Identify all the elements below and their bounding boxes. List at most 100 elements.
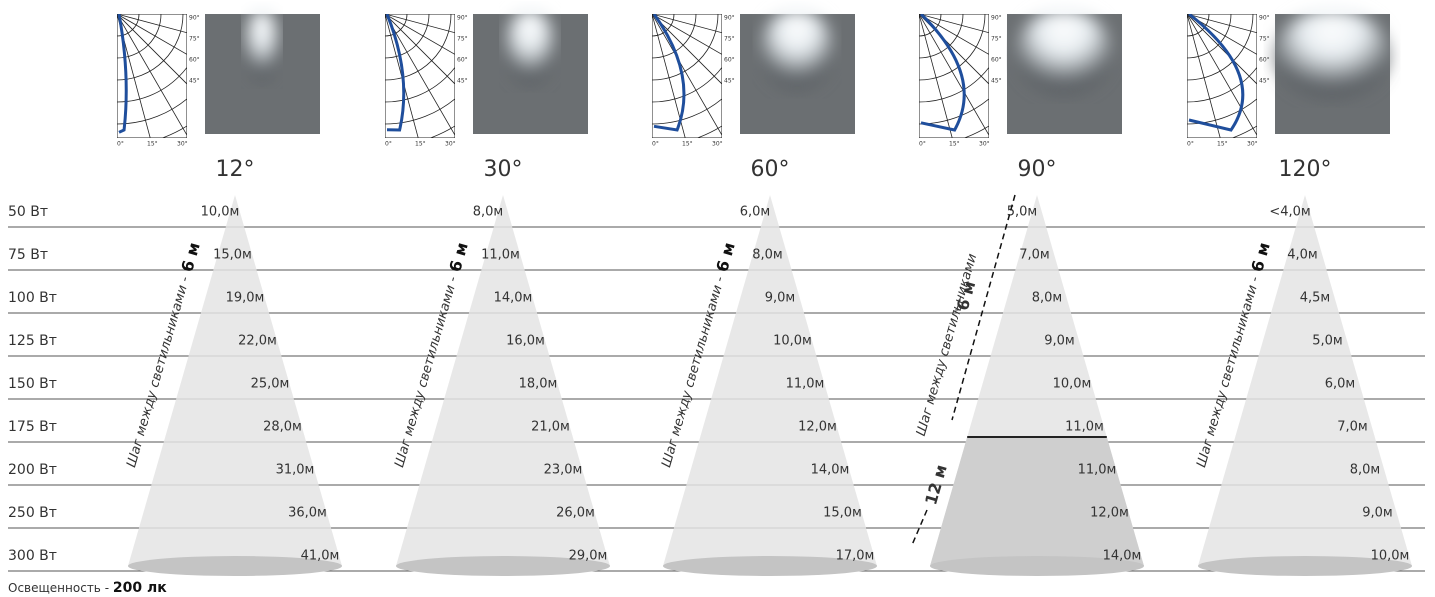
mount-height: 9,0м <box>1044 334 1074 349</box>
row-label: 100 Вт <box>8 290 57 306</box>
polar-angle: 60° <box>457 57 468 64</box>
polar-ray <box>652 14 722 34</box>
cone-base <box>663 556 877 576</box>
polar-angle: 90° <box>457 15 468 22</box>
polar-bottom: 0° <box>1187 141 1194 148</box>
mount-height: 18,0м <box>519 377 558 392</box>
polar-curve <box>1188 14 1245 132</box>
beam-angle: 60° <box>751 157 790 182</box>
light-cone <box>663 195 877 566</box>
beam-glow <box>1016 9 1112 95</box>
cone-base <box>396 556 610 576</box>
polar-bottom: 15° <box>682 141 693 148</box>
mount-height: 12,0м <box>798 420 837 435</box>
mount-height: 19,0м <box>226 291 265 306</box>
polar-ray <box>652 14 722 137</box>
polar-angle: 90° <box>724 15 735 22</box>
mount-height: 14,0м <box>811 463 850 478</box>
mount-height: 23,0м <box>544 463 583 478</box>
polar-angle: 75° <box>189 36 200 43</box>
polar-ray <box>117 14 187 55</box>
mount-height: 29,0м <box>569 549 608 564</box>
mount-height: 15,0м <box>213 248 252 263</box>
mount-height: 8,0м <box>752 248 782 263</box>
polar-angle: 60° <box>189 57 200 64</box>
polar-ray <box>117 14 151 138</box>
mount-height: 31,0м <box>276 463 315 478</box>
cone-base <box>1198 556 1412 576</box>
beam-glow <box>760 9 834 90</box>
mount-height: 15,0м <box>823 506 862 521</box>
polar-ray <box>385 14 455 34</box>
spacing-dashline <box>911 509 928 546</box>
beam-glow <box>1275 9 1389 99</box>
footer-value: 200 лк <box>113 580 167 596</box>
mount-height: 6,0м <box>740 205 770 220</box>
spacing-dash: - <box>955 303 960 318</box>
mount-height: 11,0м <box>1078 463 1117 478</box>
mount-height: 8,0м <box>1350 463 1380 478</box>
cone-base <box>930 556 1144 576</box>
polar-ray <box>652 14 686 138</box>
mount-height: 8,0м <box>473 205 503 220</box>
mount-height: 21,0м <box>531 420 570 435</box>
mount-height: 4,5м <box>1300 291 1330 306</box>
polar-ray <box>1187 14 1221 138</box>
row-label: 250 Вт <box>8 505 57 521</box>
polar-diagram <box>919 14 989 138</box>
mount-height: 5,0м <box>1312 334 1342 349</box>
polar-angle: 45° <box>991 78 1002 85</box>
polar-diagram <box>385 14 455 138</box>
polar-ray <box>919 14 989 137</box>
polar-diagram <box>652 14 722 138</box>
beam-angle: 12° <box>216 157 255 182</box>
mount-height: 36,0м <box>288 506 327 521</box>
mount-height: 28,0м <box>263 420 302 435</box>
spacing-value: 6 м <box>175 240 203 279</box>
polar-angle: 90° <box>189 15 200 22</box>
polar-angle: 75° <box>1259 36 1270 43</box>
polar-angle: 45° <box>1259 78 1270 85</box>
mount-height: 10,0м <box>201 205 240 220</box>
polar-angle: 45° <box>189 78 200 85</box>
footer-label: Освещенность - <box>8 581 109 595</box>
polar-angle: 75° <box>724 36 735 43</box>
row-label: 300 Вт <box>8 548 57 564</box>
mount-height: 41,0м <box>301 549 340 564</box>
beam-angle: 90° <box>1018 157 1057 182</box>
polar-bottom: 15° <box>1217 141 1228 148</box>
polar-ray <box>1187 14 1257 34</box>
polar-diagram <box>1187 14 1257 138</box>
light-cone <box>396 195 610 566</box>
mount-height: 11,0м <box>1065 420 1104 435</box>
polar-ray <box>117 14 187 85</box>
mount-height: 11,0м <box>786 377 825 392</box>
light-cone <box>1198 195 1412 566</box>
polar-bottom: 0° <box>919 141 926 148</box>
mount-height: 14,0м <box>494 291 533 306</box>
polar-angle: 60° <box>991 57 1002 64</box>
polar-ray <box>117 14 187 137</box>
light-cone-zone <box>930 437 1144 566</box>
mount-height: 10,0м <box>1053 377 1092 392</box>
mount-height: 9,0м <box>1362 506 1392 521</box>
spacing-dashline <box>951 194 1016 421</box>
polar-angle: 45° <box>457 78 468 85</box>
mount-height: 6,0м <box>1325 377 1355 392</box>
mount-height: 5,0м <box>1007 205 1037 220</box>
mount-height: 14,0м <box>1103 549 1142 564</box>
row-label: 50 Вт <box>8 204 48 220</box>
mount-height: 7,0м <box>1337 420 1367 435</box>
beam-angle: 120° <box>1279 157 1332 182</box>
polar-angle: 90° <box>1259 15 1270 22</box>
mount-height: 4,0м <box>1287 248 1317 263</box>
spacing-value: 6 м <box>443 240 471 279</box>
mount-height: 10,0м <box>773 334 812 349</box>
polar-curve <box>117 14 128 134</box>
polar-bottom: 30° <box>1247 141 1258 148</box>
footer: Освещенность - 200 лк <box>8 580 167 596</box>
polar-ray <box>385 14 419 138</box>
mount-height: 17,0м <box>836 549 875 564</box>
polar-ray <box>919 14 953 138</box>
row-label: 125 Вт <box>8 333 57 349</box>
